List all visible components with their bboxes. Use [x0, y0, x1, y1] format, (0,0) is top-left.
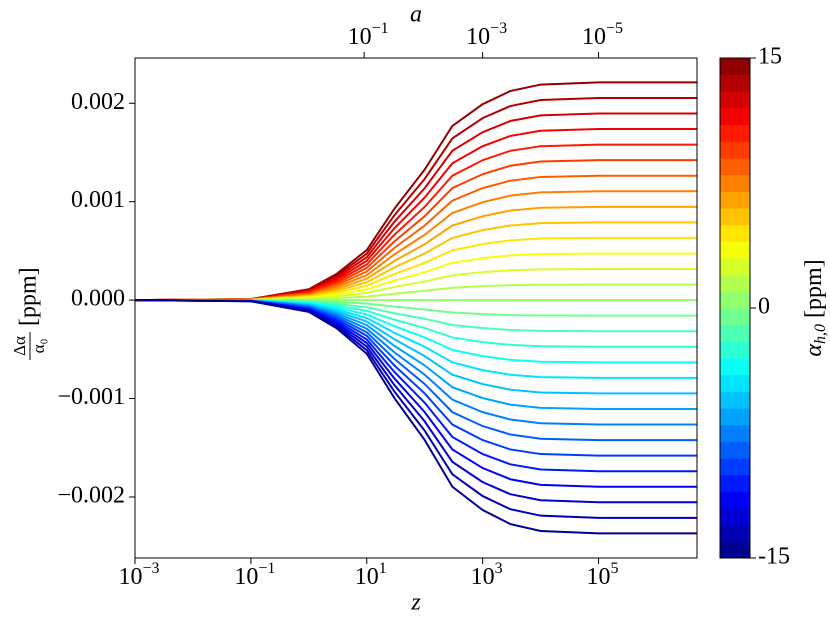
colorbar-bin — [720, 74, 750, 92]
tick-label-exponent: −3 — [490, 20, 507, 37]
colorbar-tick-label: 0 — [758, 294, 770, 320]
tick-label: 105 — [587, 560, 619, 590]
tick-label: 10−5 — [582, 20, 623, 50]
colorbar-unit: [ppm] — [801, 259, 827, 318]
x-axis-label: z — [410, 590, 421, 616]
tick-label-exponent: −1 — [258, 560, 275, 577]
series-line — [134, 252, 697, 302]
y-tick-label: 0.000 — [71, 286, 125, 312]
colorbar-bin — [720, 358, 750, 376]
tick-label-exponent: 3 — [495, 560, 503, 577]
colorbar-tick-label: -15 — [758, 544, 790, 570]
colorbar-bin — [720, 324, 750, 342]
colorbar-bin — [720, 441, 750, 459]
colorbar-bin — [720, 258, 750, 276]
tick-label-exponent: 1 — [379, 560, 387, 577]
y-tick-label: 0.001 — [71, 187, 125, 213]
colorbar-bin — [720, 191, 750, 209]
colorbar-bin — [720, 458, 750, 476]
lines — [134, 81, 697, 535]
tick-label-exponent: −3 — [142, 560, 159, 577]
colorbar-subscript: h,0 — [812, 324, 829, 344]
tick-label-base: 10 — [234, 564, 258, 590]
top-axis-label: a — [410, 2, 422, 28]
series-line — [134, 283, 697, 302]
y-label-numerator: Δα — [10, 336, 29, 356]
y-label-denominator: α₀ — [29, 339, 48, 354]
series-line — [134, 299, 697, 317]
colorbar: -15 0 15 — [719, 44, 790, 570]
colorbar-bin — [720, 424, 750, 442]
y-tick-label: −0.001 — [57, 384, 125, 410]
y-tick-label: 0.002 — [71, 89, 125, 115]
tick-label: 103 — [471, 560, 503, 590]
y-label-unit: [ppm] — [16, 267, 42, 326]
tick-label-base: 10 — [355, 564, 379, 590]
series-line — [134, 299, 697, 379]
colorbar-bin — [720, 474, 750, 492]
colorbar-bin — [720, 508, 750, 526]
colorbar-bin — [720, 58, 750, 76]
colorbar-bin — [720, 341, 750, 359]
tick-label-base: 10 — [466, 24, 490, 50]
series-line — [134, 299, 697, 348]
tick-label-base: 10 — [582, 24, 606, 50]
tick-label: 10−1 — [348, 20, 389, 50]
colorbar-symbol: α — [801, 344, 827, 357]
tick-label-base: 10 — [471, 564, 495, 590]
colorbar-bin — [720, 491, 750, 509]
y-tick-label: −0.002 — [57, 482, 125, 508]
y-axis-label: Δα α₀ [ppm] — [10, 267, 48, 360]
tick-label: 10−1 — [234, 560, 275, 590]
colorbar-bin — [720, 374, 750, 392]
colorbar-bin — [720, 124, 750, 142]
tick-label-exponent: 5 — [611, 560, 619, 577]
colorbar-label-text: αh,0 [ppm] — [801, 259, 829, 356]
colorbar-bin — [720, 141, 750, 159]
colorbar-bin — [720, 524, 750, 542]
colorbar-bin — [720, 541, 750, 559]
colorbar-tick-label: 15 — [758, 44, 782, 70]
tick-label: 101 — [355, 560, 387, 590]
plot-frame — [134, 57, 698, 559]
colorbar-bin — [720, 274, 750, 292]
colorbar-bin — [720, 158, 750, 176]
colorbar-bin — [720, 91, 750, 109]
colorbar-bin — [720, 391, 750, 409]
colorbar-bin — [720, 224, 750, 242]
colorbar-bin — [720, 408, 750, 426]
tick-label-exponent: −1 — [372, 20, 389, 37]
tick-label-base: 10 — [587, 564, 611, 590]
tick-label: 10−3 — [118, 560, 159, 590]
tick-label-base: 10 — [348, 24, 372, 50]
colorbar-bin — [720, 174, 750, 192]
tick-label-base: 10 — [118, 564, 142, 590]
colorbar-bin — [720, 241, 750, 259]
tick-label-exponent: −5 — [606, 20, 623, 37]
colorbar-bin — [720, 108, 750, 126]
colorbar-bin — [720, 208, 750, 226]
series-line — [134, 221, 697, 302]
tick-label: 10−3 — [466, 20, 507, 50]
colorbar-label: αh,0 [ppm] — [801, 259, 829, 356]
colorbar-bin — [720, 308, 750, 326]
series-line — [134, 299, 697, 535]
colorbar-bin — [720, 291, 750, 309]
